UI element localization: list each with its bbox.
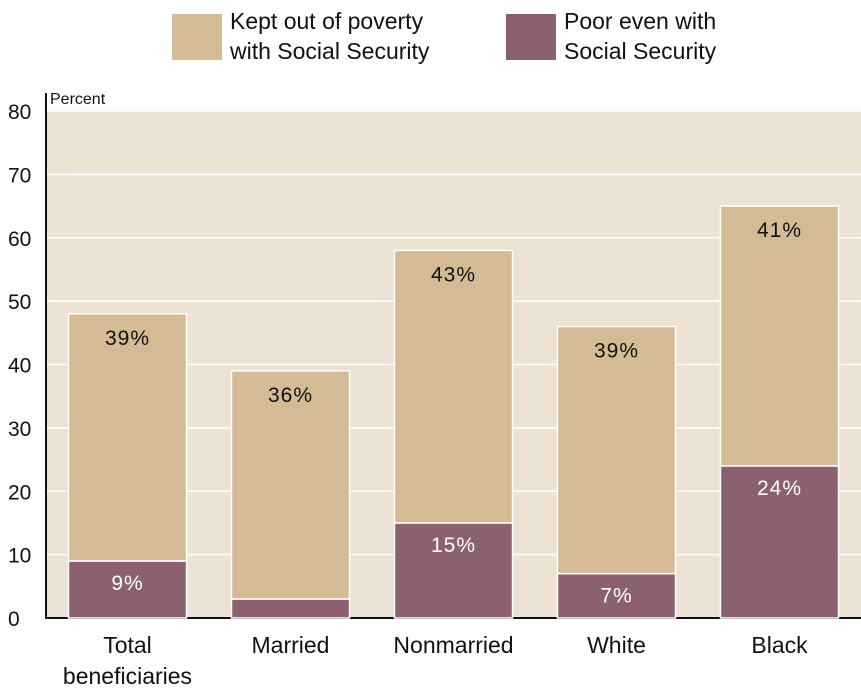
x-tick-label: Black [751,632,808,658]
legend-label-poor: Poor even with Social Security [564,8,717,64]
bar-poor [230,598,351,619]
data-label: 39% [594,339,639,362]
data-label: 24% [757,477,802,500]
data-label: 43% [431,263,476,286]
y-tick-label: 70 [8,164,31,187]
y-axis-label: Percent [50,91,106,108]
x-tick-label: Married [252,632,330,658]
data-label: 36% [268,384,313,407]
bar-kept-out [719,205,840,467]
legend-swatch-kept-out [172,14,222,60]
bar-poor [719,465,840,619]
y-tick-label: 80 [8,101,31,124]
x-tick-label: Total [103,632,152,658]
y-tick-label: 30 [8,418,31,441]
bar-kept-out [230,370,351,600]
bar-poor [393,522,514,619]
data-label: 41% [757,219,802,242]
data-label: 7% [600,585,632,608]
y-tick-label: 50 [8,291,31,314]
data-label: 39% [105,327,150,350]
x-tick-label: Nonmarried [393,632,513,658]
x-tick-label: beneficiaries [63,663,192,689]
bar-poor [556,572,677,619]
y-tick-label: 60 [8,228,31,251]
x-tick-label: White [587,632,646,658]
data-label: 9% [111,572,143,595]
y-tick-label: 0 [8,608,20,631]
y-tick-label: 20 [8,481,31,504]
legend-swatch-poor [506,14,556,60]
y-tick-label: 10 [8,545,31,568]
bar-kept-out [67,313,188,562]
bar-kept-out [556,325,677,575]
data-label: 15% [431,534,476,557]
y-tick-label: 40 [8,355,31,378]
legend-label-kept-out: Kept out of poverty with Social Security [230,8,430,64]
bar-kept-out [393,249,514,524]
